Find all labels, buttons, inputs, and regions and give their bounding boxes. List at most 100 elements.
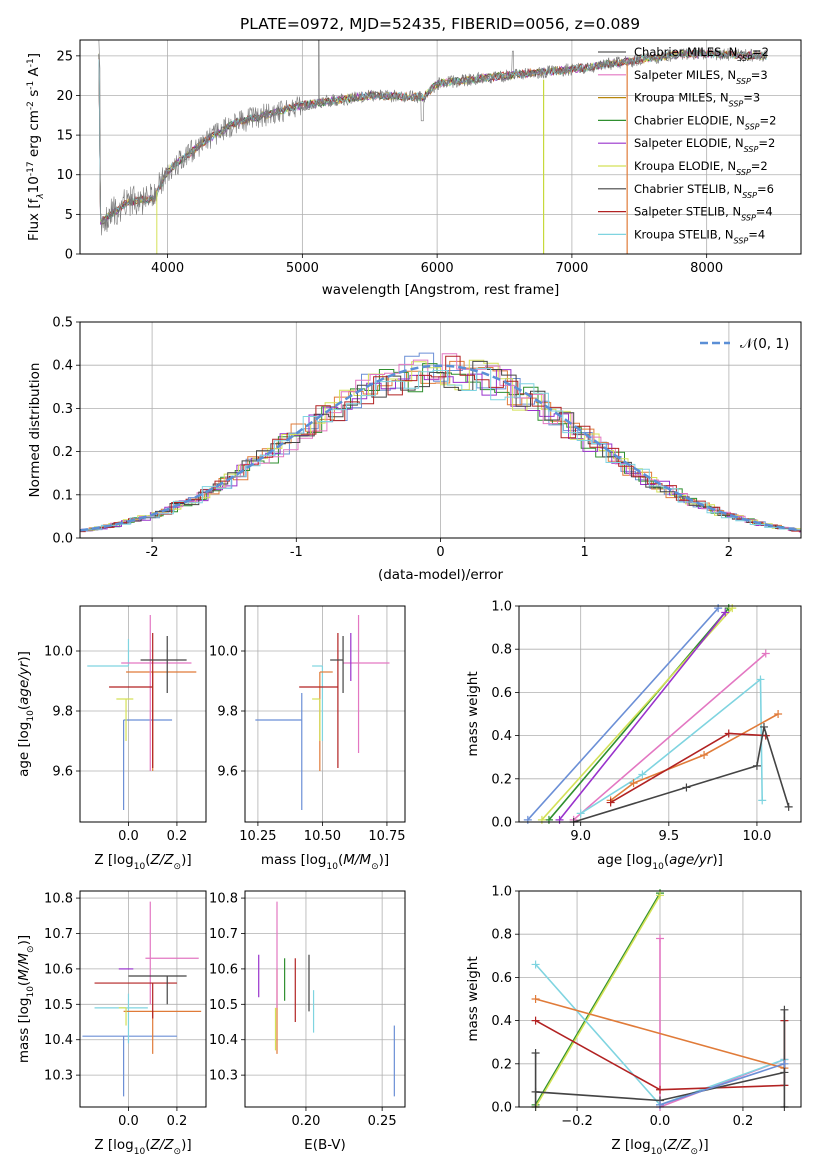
x-axis-label: Z [log10(Z/Z⊙)] xyxy=(94,1137,191,1157)
x-tick-label: 5000 xyxy=(286,261,319,276)
label-part: M/M xyxy=(16,953,32,981)
y-tick-label: 0.3 xyxy=(52,402,73,417)
label-part: 10 xyxy=(134,1147,146,1157)
x-tick-label: 9.0 xyxy=(570,829,591,844)
legend-label: Kroupa ELODIE, N xyxy=(634,159,736,173)
label-part: )] xyxy=(181,852,192,868)
label-part: )] xyxy=(16,651,32,662)
label-part: -2 xyxy=(26,101,36,110)
x-tick-label: 10.50 xyxy=(304,829,341,844)
mass-weight-line xyxy=(527,607,719,821)
legend-tail: =2 xyxy=(758,136,775,150)
data-marker xyxy=(531,995,540,1003)
y-tick-label: 0.1 xyxy=(52,488,73,503)
x-tick-label: 0.2 xyxy=(167,1114,188,1129)
data-marker xyxy=(761,649,770,658)
legend-sub: SSP xyxy=(736,76,751,85)
y-tick-label: 0.4 xyxy=(491,729,512,744)
legend-sub: SSP xyxy=(744,145,759,154)
y-tick-label: 0 xyxy=(65,248,73,263)
plot-area-2 xyxy=(79,352,802,533)
y-axis-label: Normed distribution xyxy=(27,363,43,498)
y-tick-label: 0.2 xyxy=(52,445,73,460)
legend-entry: 𝒩(0, 1) xyxy=(740,336,789,352)
label-part: erg cm xyxy=(26,110,42,161)
legend-entry: Salpeter MILES, NSSP=3 xyxy=(634,68,768,86)
x-tick-label: 0 xyxy=(436,545,444,560)
data-marker xyxy=(656,891,664,900)
y-tick-label: 10.4 xyxy=(209,1033,238,1048)
label-part: 10 xyxy=(134,862,146,872)
data-marker xyxy=(724,729,733,738)
legend-sub: SSP xyxy=(741,213,756,222)
y-tick-label: 9.8 xyxy=(52,705,73,720)
plot-area-1 xyxy=(98,40,768,254)
data-marker xyxy=(784,802,793,811)
panel-2: -2 -1 0 1 2 0.0 0.1 0.2 0.3 0.4 0.5 (data-model)/er… xyxy=(27,316,802,583)
panel-5: 9.0 9.5 10.0 0.0 0.2 0.4 0.6 0.8 1.0 age [log10(a… xyxy=(465,600,802,872)
histogram-series xyxy=(80,360,802,533)
legend-tail: =2 xyxy=(751,159,768,173)
y-tick-label: 0.6 xyxy=(491,686,512,701)
data-marker xyxy=(721,608,730,617)
data-marker xyxy=(758,796,767,805)
y-tick-label: 0.8 xyxy=(491,928,512,943)
mass-weight-line xyxy=(548,607,730,821)
data-marker xyxy=(523,815,532,824)
panel-1: 4000 5000 6000 7000 8000 0 5 10 15 20 25 wavelength… xyxy=(26,39,802,298)
y-tick-label: 9.6 xyxy=(217,765,238,780)
histogram-series xyxy=(80,353,802,532)
data-marker xyxy=(756,675,765,684)
data-marker xyxy=(606,798,615,807)
y-tick-label: 9.6 xyxy=(52,765,73,780)
y-tick-label: 10.3 xyxy=(209,1069,238,1084)
y-axis-label: mass weight xyxy=(465,671,481,756)
y-tick-label: 10.4 xyxy=(44,1033,73,1048)
legend-sub: SSP xyxy=(745,122,760,131)
mass-weight-line xyxy=(534,892,661,1106)
label-part: Z/Z xyxy=(149,852,174,868)
x-tick-label: 8000 xyxy=(690,261,723,276)
y-tick-label: 10.6 xyxy=(209,962,238,977)
y-tick-label: 5 xyxy=(65,208,73,223)
x-axis-label: E(B-V) xyxy=(304,1137,346,1153)
x-tick-label: 0.2 xyxy=(167,829,188,844)
x-tick-label: 0.2 xyxy=(733,1114,754,1129)
data-marker xyxy=(656,1085,664,1094)
label-part: age [log xyxy=(597,852,652,868)
x-tick-label: -2 xyxy=(146,545,159,560)
label-part: Z [log xyxy=(611,1137,650,1153)
axes-frame xyxy=(79,605,207,823)
label-part: age [log xyxy=(16,722,32,777)
figure-title: PLATE=0972, MJD=52435, FIBERID=0056, z=0… xyxy=(240,15,640,33)
mass-weight-line xyxy=(535,998,785,1069)
x-axis-label: (data-model)/error xyxy=(378,567,504,583)
mass-weight-line xyxy=(659,1063,785,1106)
x-tick-label: 10.0 xyxy=(742,829,771,844)
y-tick-label: 0.0 xyxy=(491,1101,512,1116)
y-tick-label: 10.7 xyxy=(209,927,238,942)
label-part: Flux [f xyxy=(26,197,42,241)
y-tick-label: 0.2 xyxy=(491,1057,512,1072)
legend-entry: Salpeter STELIB, NSSP=4 xyxy=(634,205,773,223)
label-part: -17 xyxy=(26,161,36,176)
observed-spectrum xyxy=(98,40,768,236)
histogram-series xyxy=(80,367,802,533)
y-tick-label: 1.0 xyxy=(491,600,512,615)
data-marker xyxy=(780,1005,789,1014)
x-axis-label: wavelength [Angstrom, rest frame] xyxy=(322,282,560,298)
data-marker xyxy=(576,809,585,818)
x-tick-label: 10.25 xyxy=(239,829,276,844)
label-part: ( xyxy=(145,1137,150,1153)
y-tick-label: 10.3 xyxy=(44,1069,73,1084)
y-tick-label: 0.5 xyxy=(52,316,73,331)
axes-frame xyxy=(79,890,207,1108)
legend-entry: Kroupa ELODIE, NSSP=2 xyxy=(634,159,768,177)
x-tick-label: 0.20 xyxy=(291,1114,320,1129)
label-part: ] xyxy=(26,53,42,58)
plot-area-6 xyxy=(82,901,202,1097)
legend-label: Chabrier ELODIE, N xyxy=(634,113,745,127)
normal-reference-curve xyxy=(79,364,802,532)
